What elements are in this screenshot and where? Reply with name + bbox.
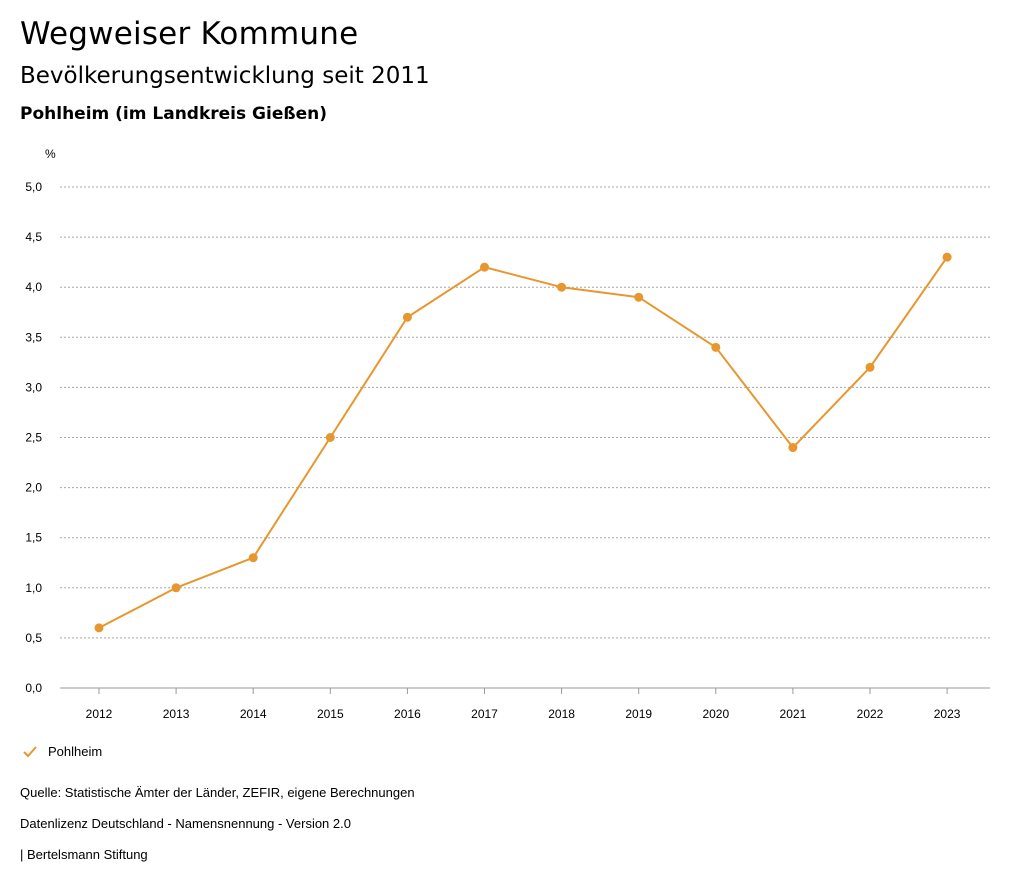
data-point[interactable] xyxy=(942,252,952,262)
x-tick-label: 2020 xyxy=(702,707,729,721)
legend-label-pohlheim: Pohlheim xyxy=(48,744,103,759)
y-tick-label: 2,5 xyxy=(25,431,42,445)
data-point[interactable] xyxy=(865,362,875,372)
chart-title: Wegweiser Kommune xyxy=(20,16,359,52)
check-icon xyxy=(23,745,37,757)
y-tick-label: 4,5 xyxy=(25,230,42,244)
y-axis-unit: % xyxy=(45,147,56,161)
data-point[interactable] xyxy=(788,443,798,453)
data-point[interactable] xyxy=(94,623,104,633)
x-tick-label: 2018 xyxy=(548,707,575,721)
y-tick-label: 0,0 xyxy=(25,681,42,695)
license-note: Datenlizenz Deutschland - Namensnennung … xyxy=(20,816,351,831)
gridlines xyxy=(60,186,990,689)
x-tick-label: 2022 xyxy=(857,707,884,721)
data-point[interactable] xyxy=(171,583,181,593)
x-tick-label: 2012 xyxy=(86,707,113,721)
y-axis-ticks: 0,0 0,5 1,0 1,5 2,0 2,5 3,0 3,5 4,0 4,5 5,0 xyxy=(25,180,42,695)
x-tick-label: 2019 xyxy=(625,707,652,721)
y-tick-label: 0,5 xyxy=(25,631,42,645)
data-point[interactable] xyxy=(634,292,644,302)
x-axis-ticks: 2012 2013 2014 2015 2016 2017 2018 2019 2020 2021… xyxy=(86,688,961,721)
y-tick-label: 3,0 xyxy=(25,380,42,394)
legend[interactable]: Pohlheim xyxy=(22,744,102,759)
x-tick-label: 2017 xyxy=(471,707,498,721)
data-point[interactable] xyxy=(325,433,335,442)
data-point[interactable] xyxy=(557,282,567,292)
x-tick-label: 2021 xyxy=(780,707,807,721)
data-point[interactable] xyxy=(248,553,258,563)
y-tick-label: 5,0 xyxy=(25,180,42,194)
series-pohlheim xyxy=(94,252,952,633)
x-tick-label: 2023 xyxy=(934,707,961,721)
chart-subtitle: Bevölkerungsentwicklung seit 2011 xyxy=(20,63,430,89)
source-note: Quelle: Statistische Ämter der Länder, Z… xyxy=(20,785,415,800)
y-tick-label: 4,0 xyxy=(25,280,42,294)
data-point[interactable] xyxy=(480,262,489,272)
x-tick-label: 2016 xyxy=(394,707,421,721)
data-point[interactable] xyxy=(402,312,412,322)
x-tick-label: 2015 xyxy=(317,707,344,721)
series-line xyxy=(98,256,948,629)
data-point[interactable] xyxy=(711,342,721,352)
y-tick-label: 3,5 xyxy=(25,330,42,344)
y-tick-label: 2,0 xyxy=(25,481,42,495)
y-tick-label: 1,5 xyxy=(25,531,42,545)
x-tick-label: 2014 xyxy=(240,707,267,721)
municipality-label: Pohlheim (im Landkreis Gießen) xyxy=(20,104,327,124)
line-chart: 0,00,51,01,52,02,53,03,54,04,55,0 2012 20… xyxy=(25,180,990,721)
x-tick-label: 2013 xyxy=(163,707,190,721)
publisher-note: | Bertelsmann Stiftung xyxy=(20,847,148,862)
y-tick-label: 1,0 xyxy=(25,581,42,595)
